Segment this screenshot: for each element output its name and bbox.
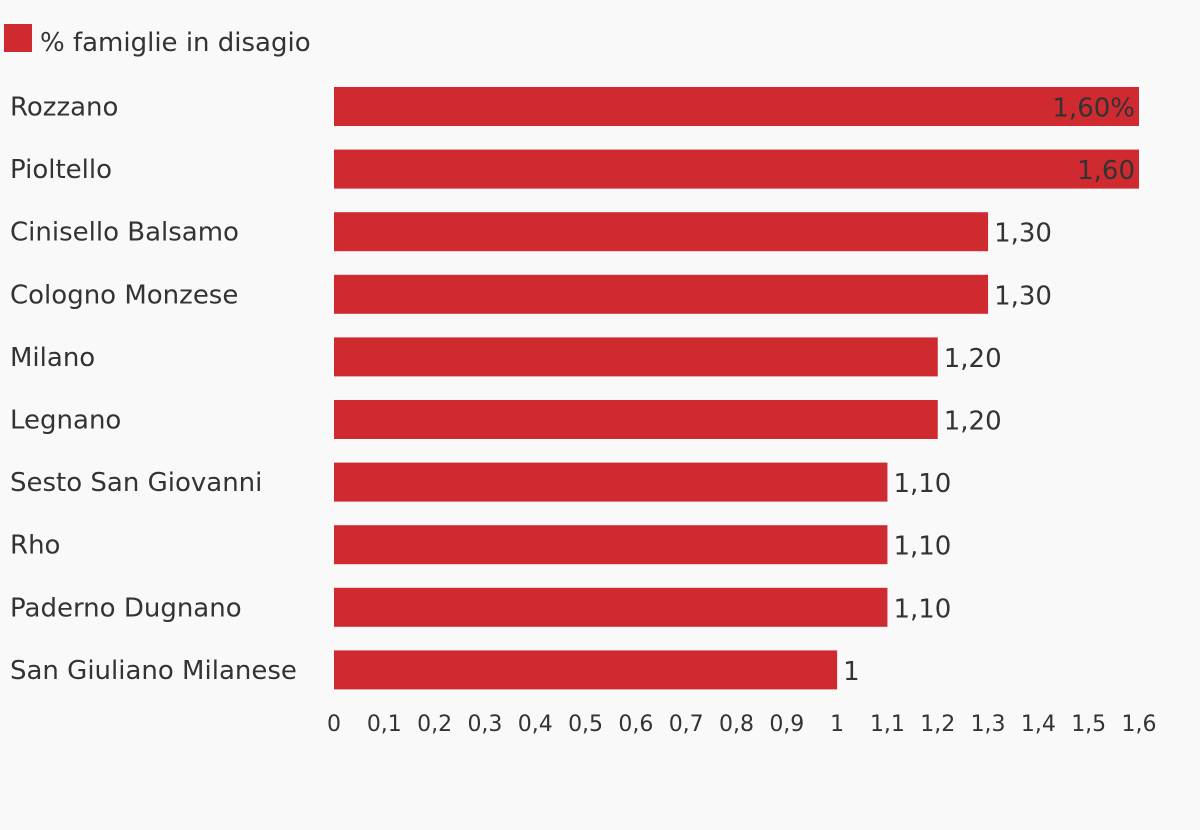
category-label: Sesto San Giovanni: [10, 468, 262, 498]
bar: [334, 400, 938, 439]
category-label: Pioltello: [10, 155, 112, 185]
data-label: 1: [843, 657, 860, 687]
legend-swatch: [4, 24, 32, 52]
bar: [334, 587, 888, 627]
data-label: 1,60: [1077, 156, 1135, 186]
x-tick-label: 0,7: [669, 712, 704, 737]
x-tick-label: 0,6: [618, 712, 653, 737]
x-tick-label: 0,9: [769, 712, 804, 737]
bar: [334, 525, 888, 565]
category-label: Legnano: [10, 406, 121, 436]
category-labels: Rozzano Pioltello Cinisello Balsamo Cologno…: [10, 93, 297, 686]
x-axis: 0 0,1 0,2 0,3 0,4 0,5 0,6 0,7 0,8 0,9 1 1,1 1,2 1,3 1,…: [327, 712, 1157, 737]
x-tick-label: 1,2: [920, 712, 955, 737]
x-tick-label: 1,5: [1071, 712, 1106, 737]
category-label: San Giuliano Milanese: [10, 656, 297, 686]
bars: [334, 87, 1139, 690]
bar: [334, 337, 938, 377]
category-label: Rozzano: [10, 93, 118, 123]
x-tick-label: 0: [327, 712, 341, 737]
x-tick-label: 0,4: [518, 712, 553, 737]
data-label: 1,30: [994, 219, 1052, 249]
category-label: Milano: [10, 343, 95, 373]
x-tick-label: 0,3: [467, 712, 502, 737]
category-label: Cologno Monzese: [10, 280, 238, 310]
data-label: 1,10: [893, 532, 951, 562]
x-tick-label: 1: [830, 712, 844, 737]
legend-label: % famiglie in disagio: [40, 28, 311, 58]
x-tick-label: 1,4: [1021, 712, 1056, 737]
x-tick-label: 0,2: [417, 712, 452, 737]
category-label: Rho: [10, 531, 60, 561]
data-label: 1,20: [944, 407, 1002, 437]
value-labels: 1,60% 1,60 1,30 1,30 1,20 1,20 1,10 1,10 1,10 1: [843, 94, 1135, 687]
data-label: 1,10: [893, 469, 951, 499]
bar: [334, 212, 989, 252]
x-tick-label: 1,6: [1122, 712, 1157, 737]
category-label: Paderno Dugnano: [10, 593, 242, 623]
data-label: 1,60%: [1052, 94, 1135, 124]
bar: [334, 87, 1139, 126]
bar: [334, 650, 838, 690]
category-label: Cinisello Balsamo: [10, 218, 239, 248]
x-tick-label: 0,5: [568, 712, 603, 737]
data-label: 1,20: [944, 344, 1002, 374]
x-tick-label: 0,1: [367, 712, 402, 737]
data-label: 1,30: [994, 281, 1052, 311]
bar: [334, 274, 989, 314]
bar: [334, 462, 888, 502]
data-label: 1,10: [893, 594, 951, 624]
legend: % famiglie in disagio: [4, 24, 311, 58]
bar: [334, 149, 1139, 189]
x-tick-label: 1,1: [870, 712, 905, 737]
x-tick-label: 1,3: [971, 712, 1006, 737]
x-tick-label: 0,8: [719, 712, 754, 737]
